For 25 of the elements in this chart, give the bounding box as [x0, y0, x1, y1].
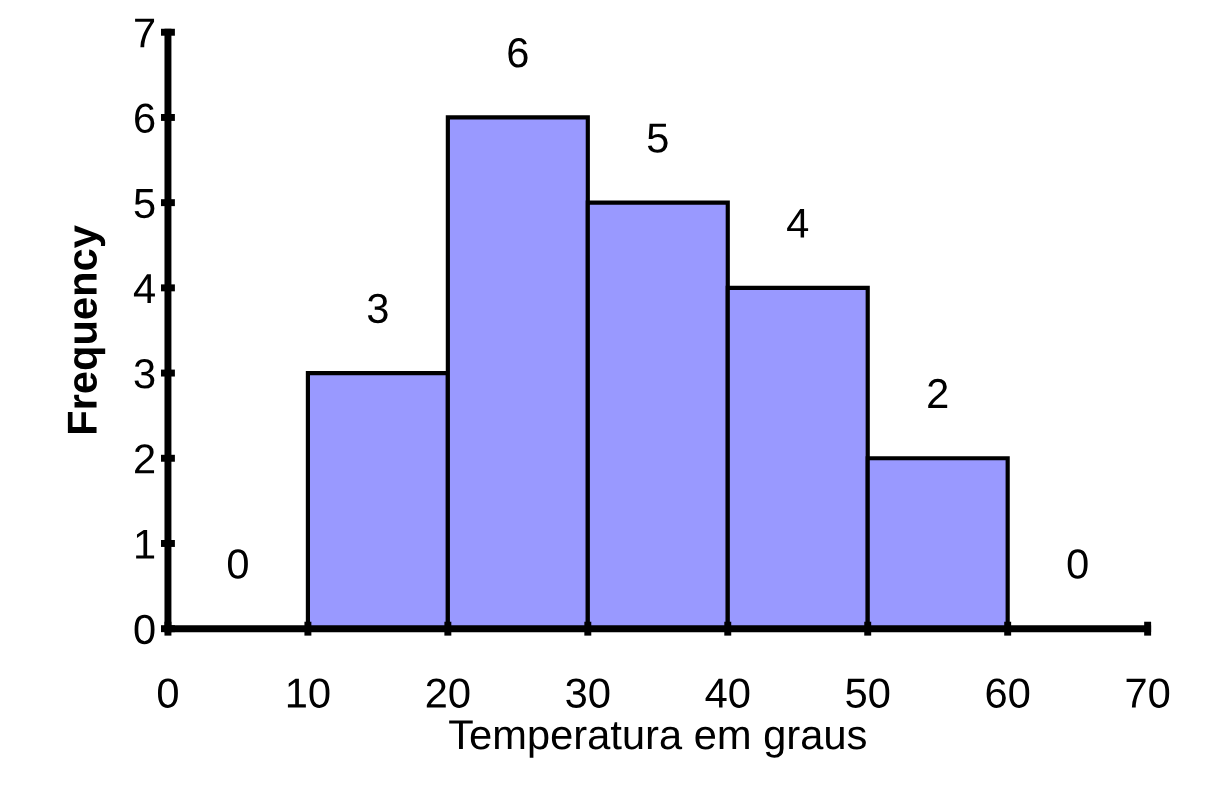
data-label: 0: [1067, 549, 1088, 579]
y-tick-label: 0: [134, 614, 155, 645]
y-axis-title: Frequency: [67, 225, 106, 434]
data-label: 2: [928, 378, 948, 408]
x-tick-label: 10: [287, 678, 330, 708]
data-label: 6: [508, 38, 528, 68]
x-axis-title: Temperatura em graus: [449, 720, 866, 758]
data-label: 0: [227, 549, 248, 579]
data-label: 4: [787, 208, 809, 238]
y-tick-label: 7: [135, 18, 155, 48]
y-tick-label: 6: [135, 103, 155, 133]
y-tick-label: 4: [133, 274, 155, 303]
x-tick-label: 70: [1126, 678, 1170, 708]
x-tick-label: 0: [157, 678, 178, 708]
data-label: 3: [367, 293, 388, 324]
x-tick-label: 20: [426, 678, 470, 708]
x-tick-label: 30: [566, 678, 610, 708]
y-tick-label: 1: [136, 529, 155, 559]
x-tick-label: 60: [986, 678, 1030, 708]
y-tick-label: 3: [134, 359, 155, 389]
data-label: 5: [647, 123, 668, 153]
x-tick-label: 40: [705, 678, 750, 708]
y-tick-label: 2: [135, 444, 155, 474]
y-tick-label: 5: [134, 189, 155, 219]
x-tick-label: 50: [846, 678, 890, 708]
